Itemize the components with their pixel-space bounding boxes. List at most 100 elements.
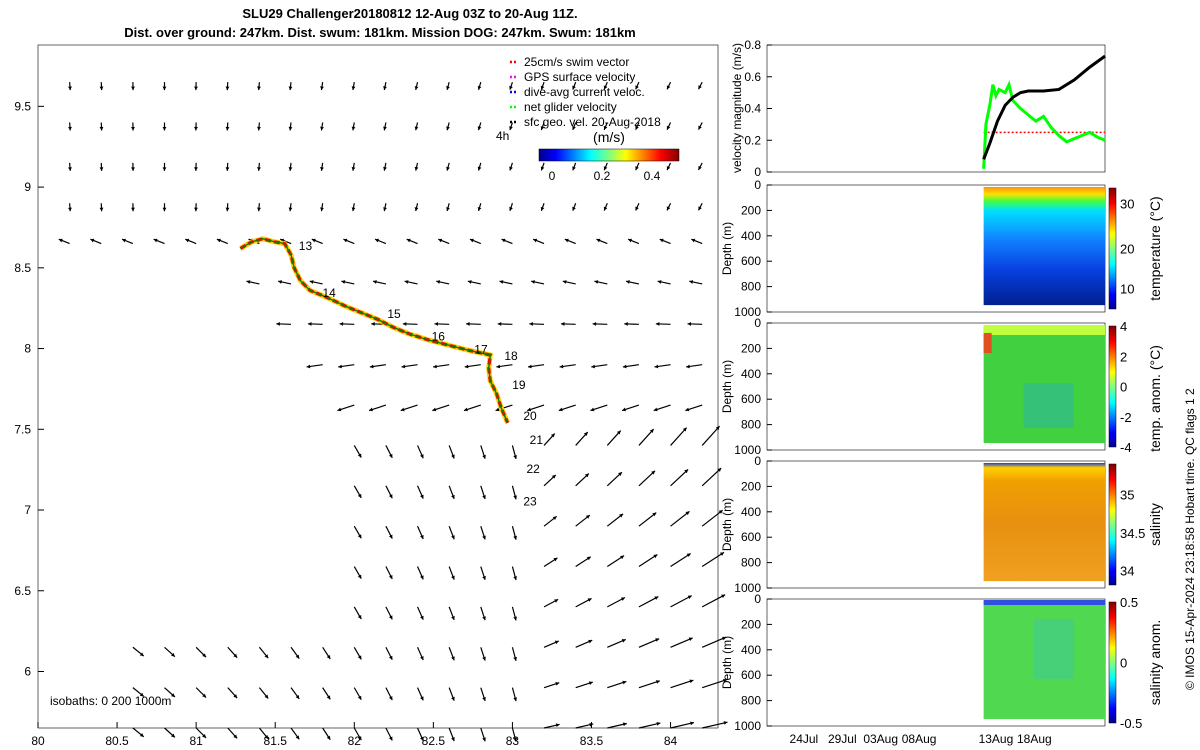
vector-head (99, 86, 104, 91)
legend-label: 25cm/s swim vector (524, 55, 629, 69)
velocity-y-tick: 0 (754, 165, 761, 179)
day-label: 19 (512, 378, 526, 392)
day-label: 23 (523, 494, 537, 508)
vector-head (131, 86, 135, 91)
vector-head (635, 166, 639, 171)
vector-head (477, 166, 482, 171)
vector-head (436, 280, 441, 284)
vector-head (635, 125, 639, 130)
vector-head (513, 455, 517, 459)
vector-head (659, 238, 664, 243)
vector-head (446, 207, 450, 211)
vector-head (482, 535, 486, 540)
vector-head (357, 695, 362, 700)
vector-head (122, 238, 127, 243)
vector-head (540, 206, 545, 211)
vector-head (420, 736, 424, 741)
vector-head (482, 656, 486, 661)
current-vector (670, 552, 692, 568)
vector-head (622, 722, 627, 727)
vector-head (375, 238, 380, 243)
vector-head (369, 407, 374, 412)
vector-head (326, 735, 331, 740)
vector-head (628, 238, 633, 243)
day-label: 13 (299, 239, 313, 253)
colorbar (538, 148, 680, 162)
vector-head (357, 615, 362, 620)
vector-head (162, 207, 167, 212)
current-vector (701, 509, 724, 527)
depth-tick-label: 800 (741, 418, 761, 432)
vector-head (590, 407, 595, 412)
glider-track-underlay (239, 236, 510, 424)
vector-head (99, 167, 104, 171)
velocity-y-tick: 0.8 (744, 38, 761, 52)
vector-head (685, 511, 690, 516)
colorbar-axis-label: temp. anom. (°C) (1147, 345, 1163, 452)
vector-head (540, 126, 545, 131)
vector-head (591, 364, 596, 369)
vector-head (451, 535, 455, 540)
vector-head (288, 126, 293, 131)
vector-head (619, 513, 624, 518)
vector-head (295, 735, 300, 740)
date-tick-label: 18Aug (1017, 732, 1052, 746)
vector-head (572, 166, 576, 171)
vector-head (482, 697, 486, 701)
vector-head (584, 473, 589, 478)
vector-head (295, 654, 300, 659)
colorbar-tick-label: 34 (1120, 563, 1134, 578)
vector-head (68, 126, 72, 131)
vector-head (388, 696, 393, 701)
vector-head (497, 322, 502, 326)
vector-head (572, 125, 576, 130)
vector-head (357, 453, 362, 458)
vector-head (560, 322, 565, 326)
vector-head (383, 86, 387, 90)
vector-head (513, 656, 517, 661)
vector-head (414, 86, 419, 90)
vector-head (603, 85, 608, 90)
vector-head (555, 681, 560, 686)
vector-head (513, 737, 517, 742)
vector-head (477, 126, 482, 131)
vector-head (689, 280, 694, 284)
colorbar-axis-label: temperature (°C) (1147, 196, 1163, 300)
scale-label: 4h (496, 129, 509, 143)
y-tick-label: 8.5 (14, 261, 31, 275)
current-vector (670, 637, 693, 648)
section-panel: 0 200 400 600 800 1000 Depth (m) -4 -2 0 2 4 temp. a… (720, 316, 1163, 457)
vector-head (687, 595, 692, 599)
map-axes-box (37, 44, 719, 729)
vector-head (171, 733, 175, 738)
depth-tick-label: 0 (754, 178, 761, 192)
current-vector (638, 638, 660, 648)
current-vector (670, 468, 689, 487)
credit-text: © IMOS 15-Apr-2024 23:18:58 Hobart time.… (1183, 388, 1197, 690)
colorbar-tick-label: 0 (1120, 380, 1127, 395)
vector-head (131, 167, 135, 171)
vector-head (654, 596, 659, 600)
vector-head (509, 85, 513, 90)
velocity-series-line (982, 80, 1106, 169)
velocity-y-tick: 0.4 (744, 102, 761, 116)
vector-head (635, 85, 639, 90)
vector-head (162, 167, 167, 171)
vector-head (509, 206, 513, 211)
vector-head (651, 470, 656, 475)
vector-head (666, 206, 671, 211)
vector-head (622, 364, 627, 369)
y-tick-label: 7 (24, 503, 31, 517)
vector-head (162, 86, 167, 91)
vector-head (225, 207, 230, 212)
colorbar-tick-label: 0.5 (1120, 595, 1138, 610)
date-tick-label: 08Aug (902, 732, 937, 746)
vector-head (371, 322, 375, 326)
colorbar-label: (m/s) (593, 129, 625, 145)
vector-head (653, 407, 658, 412)
vector-head (587, 598, 592, 602)
vector-head (264, 694, 269, 699)
day-label: 16 (432, 330, 446, 344)
current-vector (638, 722, 661, 729)
vector-head (306, 364, 311, 369)
